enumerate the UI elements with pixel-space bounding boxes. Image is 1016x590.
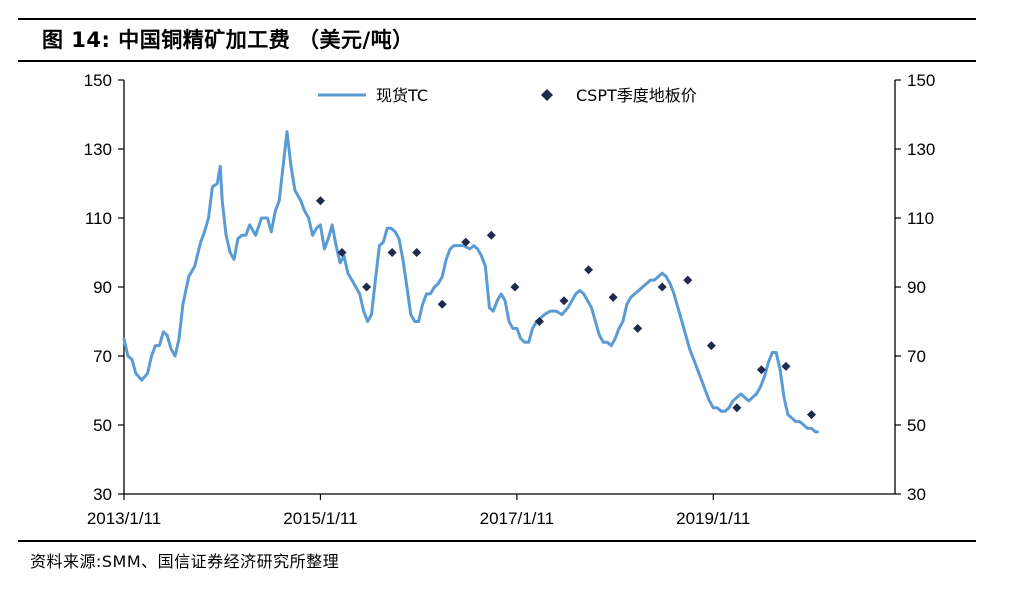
title-bar: 图 14: 中国铜精矿加工费 （美元/吨）	[18, 18, 976, 62]
cspt-marker	[633, 323, 643, 333]
legend-label-cspt: CSPT季度地板价	[576, 86, 697, 105]
y-tick-label-left: 70	[93, 347, 112, 366]
cspt-marker	[387, 248, 397, 257]
y-tick-label-left: 130	[84, 140, 112, 159]
y-tick-label-left: 150	[84, 71, 112, 90]
cspt-marker	[732, 403, 742, 413]
cspt-marker	[807, 410, 817, 420]
y-tick-label-right: 130	[907, 140, 935, 159]
cspt-marker	[608, 292, 618, 302]
x-tick-label: 2017/1/11	[480, 509, 554, 528]
cspt-marker	[534, 317, 544, 326]
cspt-marker	[486, 230, 496, 240]
y-tick-label-left: 50	[93, 416, 112, 435]
cspt-marker	[437, 299, 447, 309]
y-tick-label-right: 110	[907, 209, 934, 228]
cspt-marker	[412, 248, 422, 257]
cspt-marker	[584, 265, 594, 275]
cspt-marker	[756, 365, 766, 375]
series-line-spot-tc	[122, 130, 819, 434]
y-tick-label-right: 50	[907, 416, 926, 435]
cspt-marker	[337, 248, 347, 257]
cspt-marker	[510, 282, 520, 292]
cspt-marker	[683, 275, 693, 285]
source-note: 资料来源:SMM、国信证券经济研究所整理	[30, 552, 340, 571]
y-tick-label-left: 90	[93, 278, 112, 297]
x-tick-label: 2019/1/11	[676, 509, 750, 528]
y-tick-label-right: 70	[907, 347, 926, 366]
cspt-marker	[657, 282, 667, 292]
cspt-marker	[781, 361, 791, 371]
cspt-marker	[461, 237, 471, 247]
figure-title: 图 14: 中国铜精矿加工费 （美元/吨）	[42, 28, 414, 52]
x-tick-label: 2015/1/11	[283, 509, 357, 528]
legend-marker-swatch	[541, 89, 553, 101]
cspt-marker	[706, 341, 716, 351]
cspt-marker	[362, 282, 372, 292]
y-tick-label-right: 150	[907, 71, 935, 90]
y-tick-label-left: 30	[93, 485, 112, 504]
x-tick-label: 2013/1/11	[87, 509, 161, 528]
y-tick-label-right: 30	[907, 485, 926, 504]
y-tick-label-left: 110	[85, 209, 112, 228]
legend-label-spot-tc: 现货TC	[376, 86, 428, 105]
cspt-marker	[315, 196, 325, 206]
bottom-rule	[18, 540, 976, 542]
y-tick-label-right: 90	[907, 278, 926, 297]
cspt-marker	[559, 296, 569, 306]
